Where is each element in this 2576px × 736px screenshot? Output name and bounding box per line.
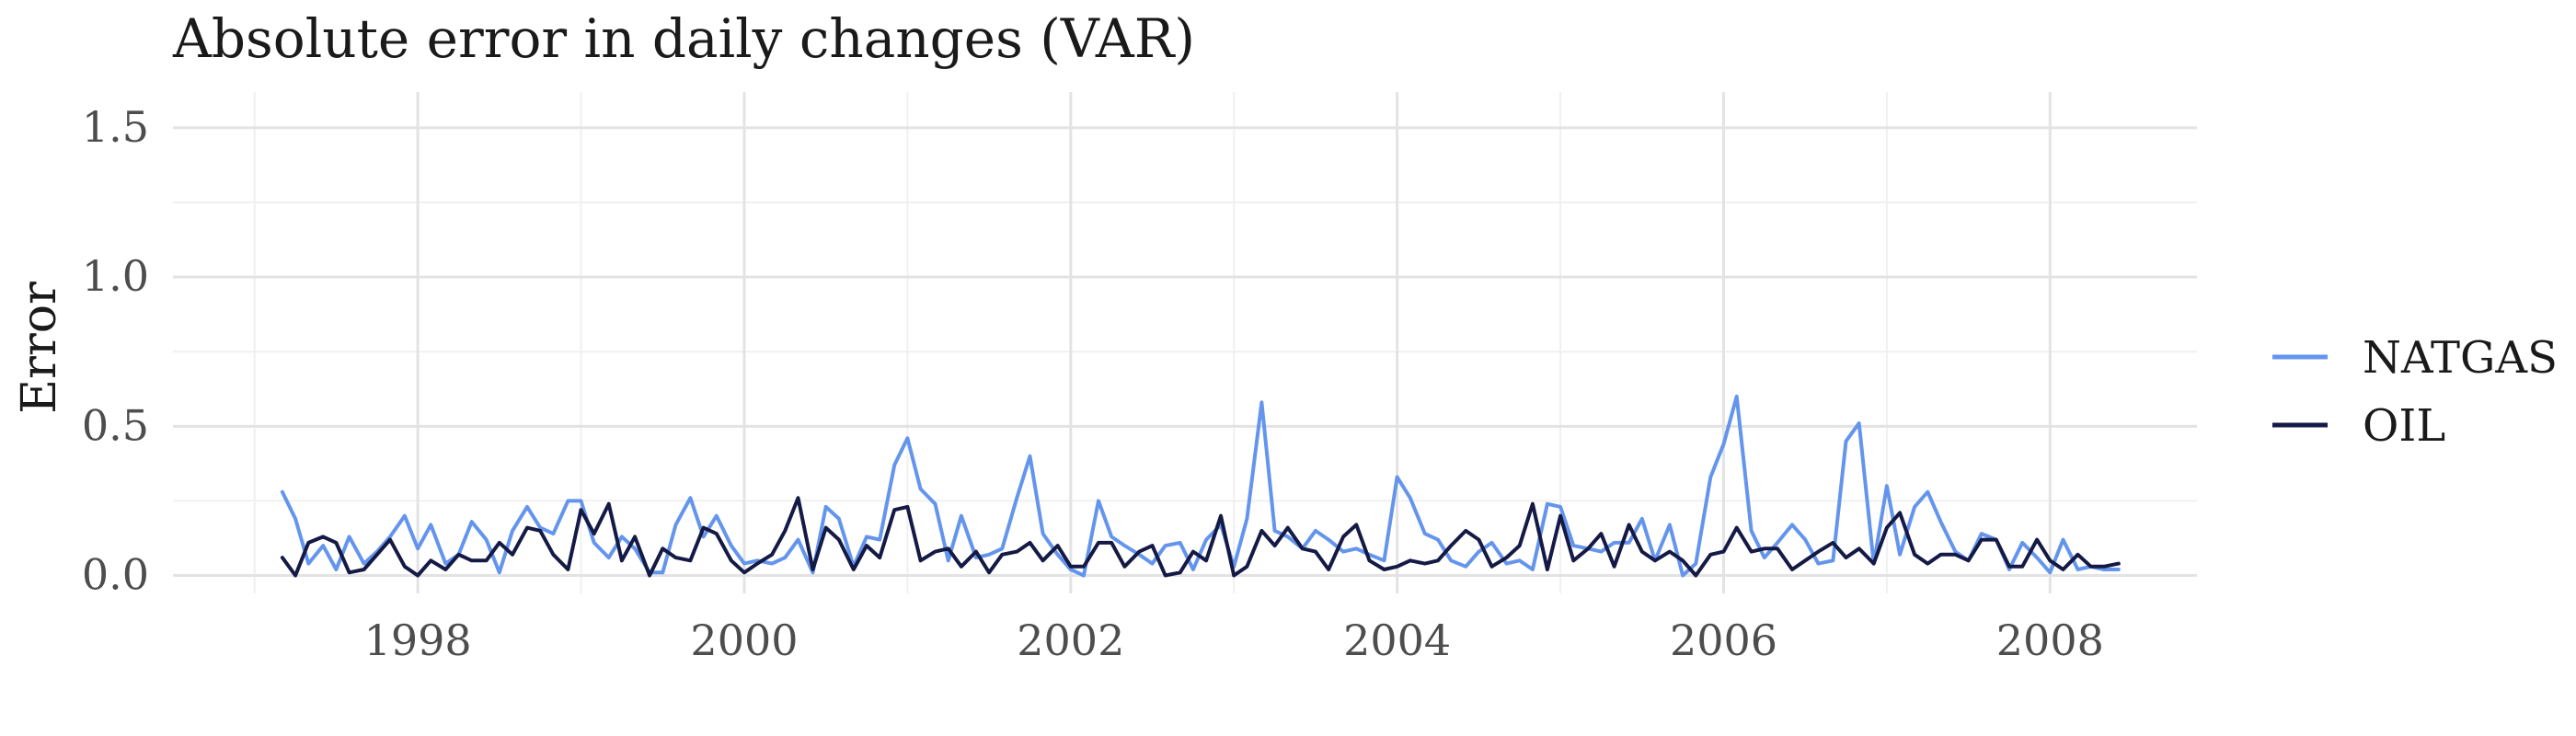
x-tick-label: 2006: [1670, 615, 1777, 665]
series-lines: [280, 394, 2121, 578]
x-tick-labels: 1998 2000 2002 2004 2006 2008: [364, 615, 2104, 665]
legend-label-oil: OIL: [2363, 400, 2445, 452]
y-tick-labels: 0.0 0.5 1.0 1.5: [82, 102, 149, 600]
x-tick-label: 2008: [1996, 615, 2104, 665]
x-tick-label: 2000: [690, 615, 798, 665]
legend: NATGAS OIL: [2272, 332, 2558, 452]
y-tick-label: 1.0: [82, 251, 149, 301]
x-tick-label: 2004: [1343, 615, 1451, 665]
series-line-natgas: [280, 394, 2121, 578]
legend-label-natgas: NATGAS: [2363, 332, 2558, 384]
minor-gridlines: [173, 92, 2197, 593]
y-tick-label: 0.5: [82, 400, 149, 450]
series-line-oil: [280, 496, 2121, 578]
y-tick-label: 1.5: [82, 102, 149, 152]
x-tick-label: 1998: [364, 615, 472, 665]
y-axis-title: Error: [12, 282, 67, 414]
x-tick-label: 2002: [1017, 615, 1124, 665]
major-gridlines: [173, 92, 2197, 593]
chart-title: Absolute error in daily changes (VAR): [172, 7, 1195, 70]
y-tick-label: 0.0: [82, 550, 149, 600]
